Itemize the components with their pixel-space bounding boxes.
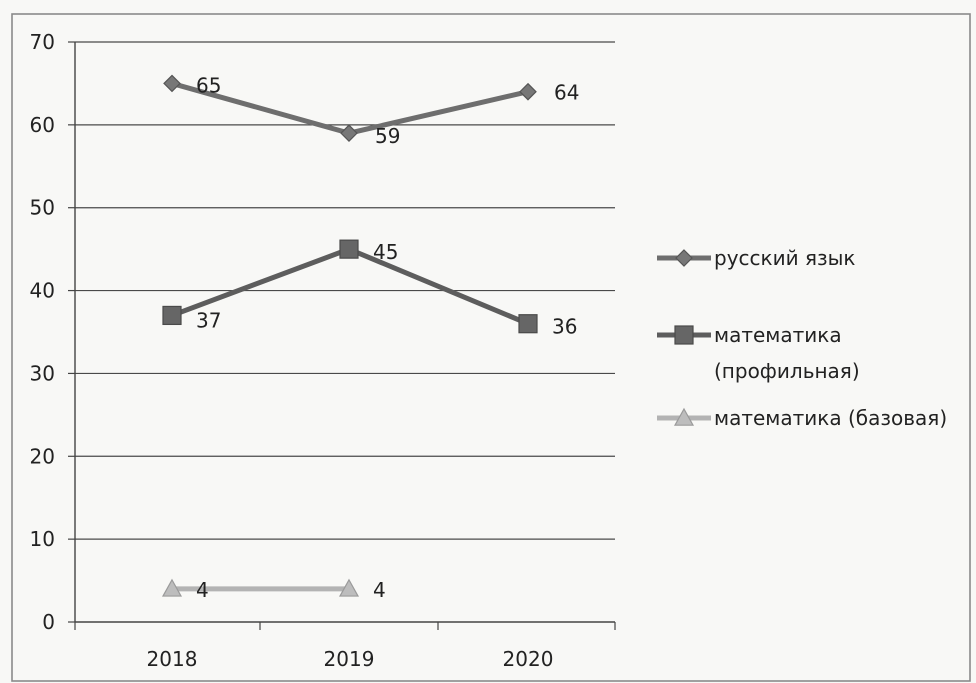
series-2-point: [339, 239, 359, 259]
legend-label: математика (базовая): [714, 406, 947, 430]
gridlines: [75, 41, 615, 540]
series-3-point: [161, 578, 183, 597]
y-tick-label: 60: [30, 113, 55, 137]
series-3-point: [338, 578, 360, 597]
data-labels: 65 59 64 37 45 36 4 4: [196, 73, 579, 601]
x-tick-label: 2019: [324, 647, 375, 671]
y-tick-label: 0: [42, 610, 55, 634]
series-1-point: [340, 124, 358, 142]
data-label: 36: [552, 315, 577, 339]
series-group: [161, 74, 538, 597]
legend-marker-1: [675, 249, 693, 267]
series-1-point: [163, 74, 181, 93]
y-tick-label: 50: [30, 196, 55, 220]
data-label: 4: [196, 578, 209, 602]
x-tick-label: 2020: [503, 647, 554, 671]
data-label: 4: [373, 578, 386, 602]
legend-marker-2: [674, 325, 694, 345]
x-tick-label: 2018: [147, 647, 198, 671]
legend-label: русский язык: [714, 246, 856, 270]
series-1-point: [519, 82, 537, 101]
legend: русский язык математика (профильная) матема…: [657, 246, 947, 430]
y-tick-label: 70: [30, 30, 55, 54]
legend-marker-3: [673, 407, 695, 426]
axes: 0 10 20 30 40 50 60 70 2018 2019 2020: [30, 30, 616, 671]
y-tick-label: 30: [30, 361, 55, 385]
series-2-point: [518, 314, 538, 334]
data-label: 64: [554, 81, 579, 105]
legend-label: математика: [714, 323, 842, 347]
y-tick-label: 20: [30, 444, 55, 468]
series-2-point: [162, 305, 182, 326]
y-tick-label: 10: [30, 527, 55, 551]
data-label: 65: [196, 73, 221, 97]
y-tick-label: 40: [30, 279, 55, 303]
data-label: 45: [373, 240, 398, 264]
chart-border: [11, 13, 971, 682]
legend-label: (профильная): [714, 359, 860, 383]
data-label: 37: [196, 308, 221, 332]
data-label: 59: [375, 124, 400, 148]
